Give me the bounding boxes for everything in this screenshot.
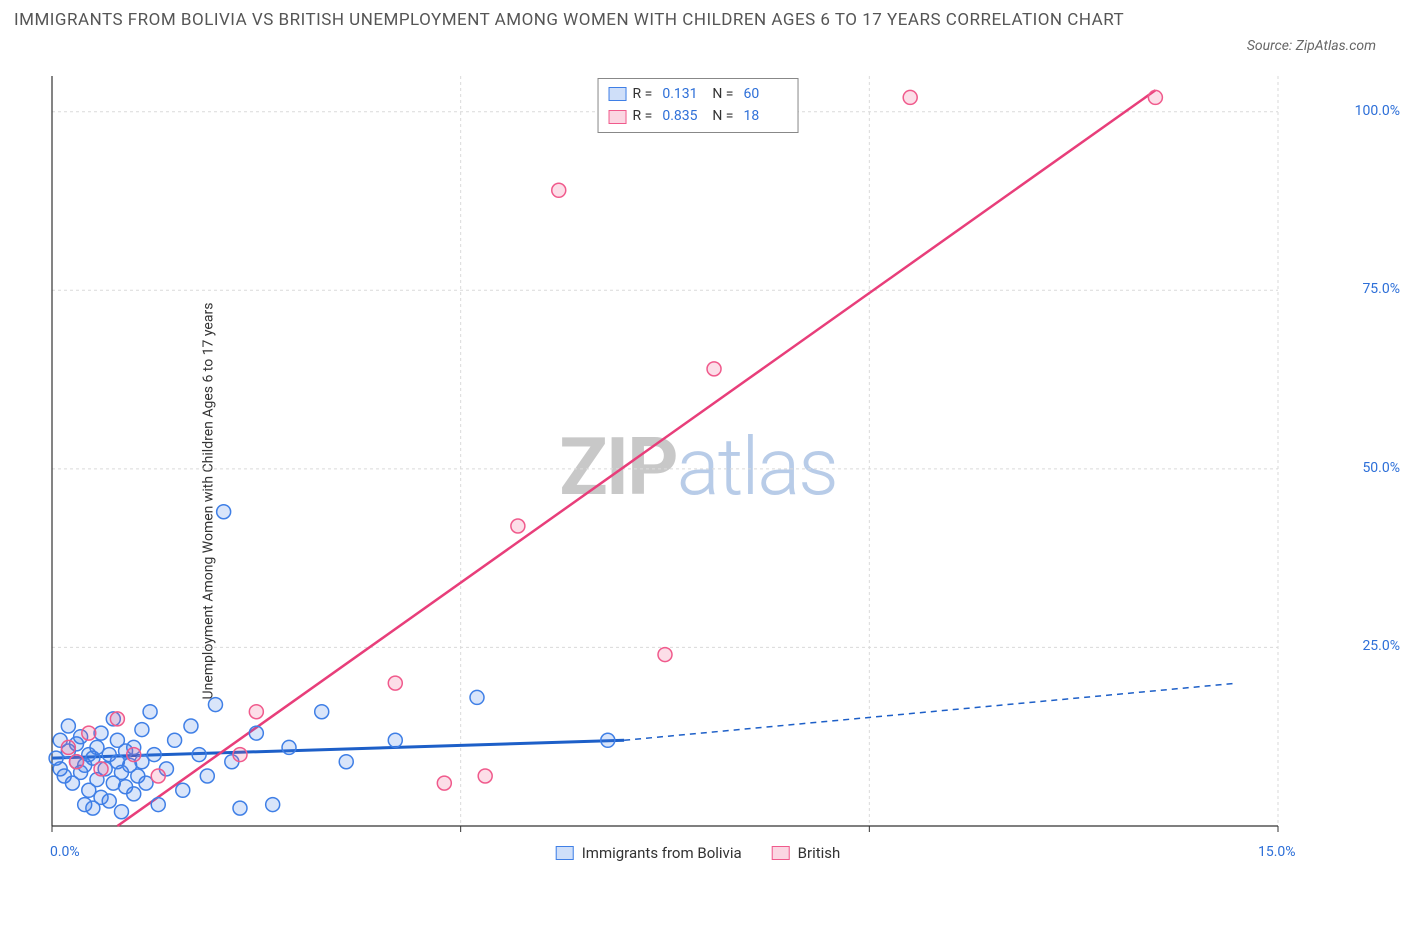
swatch-pink-icon <box>609 110 627 124</box>
n-label: N = <box>712 83 733 105</box>
plot-area: ZIPatlas R = 0.131 N = 60 R = 0.835 N = … <box>48 72 1348 862</box>
y-tick-50: 50.0% <box>1362 460 1400 476</box>
y-tick-75: 75.0% <box>1362 281 1400 297</box>
series-legend: Immigrants from Bolivia British <box>556 844 841 862</box>
x-tick-15: 15.0% <box>1258 844 1296 860</box>
legend-item-bolivia: Immigrants from Bolivia <box>556 844 742 862</box>
swatch-blue-icon <box>556 846 574 860</box>
chart-svg <box>48 72 1348 862</box>
y-tick-100: 100.0% <box>1355 103 1400 119</box>
swatch-blue-icon <box>609 87 627 101</box>
legend-row-bolivia: R = 0.131 N = 60 <box>609 83 788 105</box>
chart-title: IMMIGRANTS FROM BOLIVIA VS BRITISH UNEMP… <box>14 8 1124 34</box>
chart-container: Unemployment Among Women with Children A… <box>0 72 1406 930</box>
legend-label-bolivia: Immigrants from Bolivia <box>582 844 742 862</box>
legend-label-british: British <box>798 844 841 862</box>
legend-item-british: British <box>772 844 841 862</box>
r-label: R = <box>633 83 653 105</box>
source-attribution: Source: ZipAtlas.com <box>1247 38 1376 54</box>
n-label: N = <box>712 105 733 127</box>
correlation-legend: R = 0.131 N = 60 R = 0.835 N = 18 <box>598 78 799 133</box>
n-value-bolivia: 60 <box>743 83 787 105</box>
r-value-bolivia: 0.131 <box>662 83 706 105</box>
x-tick-0: 0.0% <box>50 844 80 860</box>
n-value-british: 18 <box>743 105 787 127</box>
r-label: R = <box>633 105 653 127</box>
swatch-pink-icon <box>772 846 790 860</box>
legend-row-british: R = 0.835 N = 18 <box>609 105 788 127</box>
y-tick-25: 25.0% <box>1362 638 1400 654</box>
r-value-british: 0.835 <box>662 105 706 127</box>
